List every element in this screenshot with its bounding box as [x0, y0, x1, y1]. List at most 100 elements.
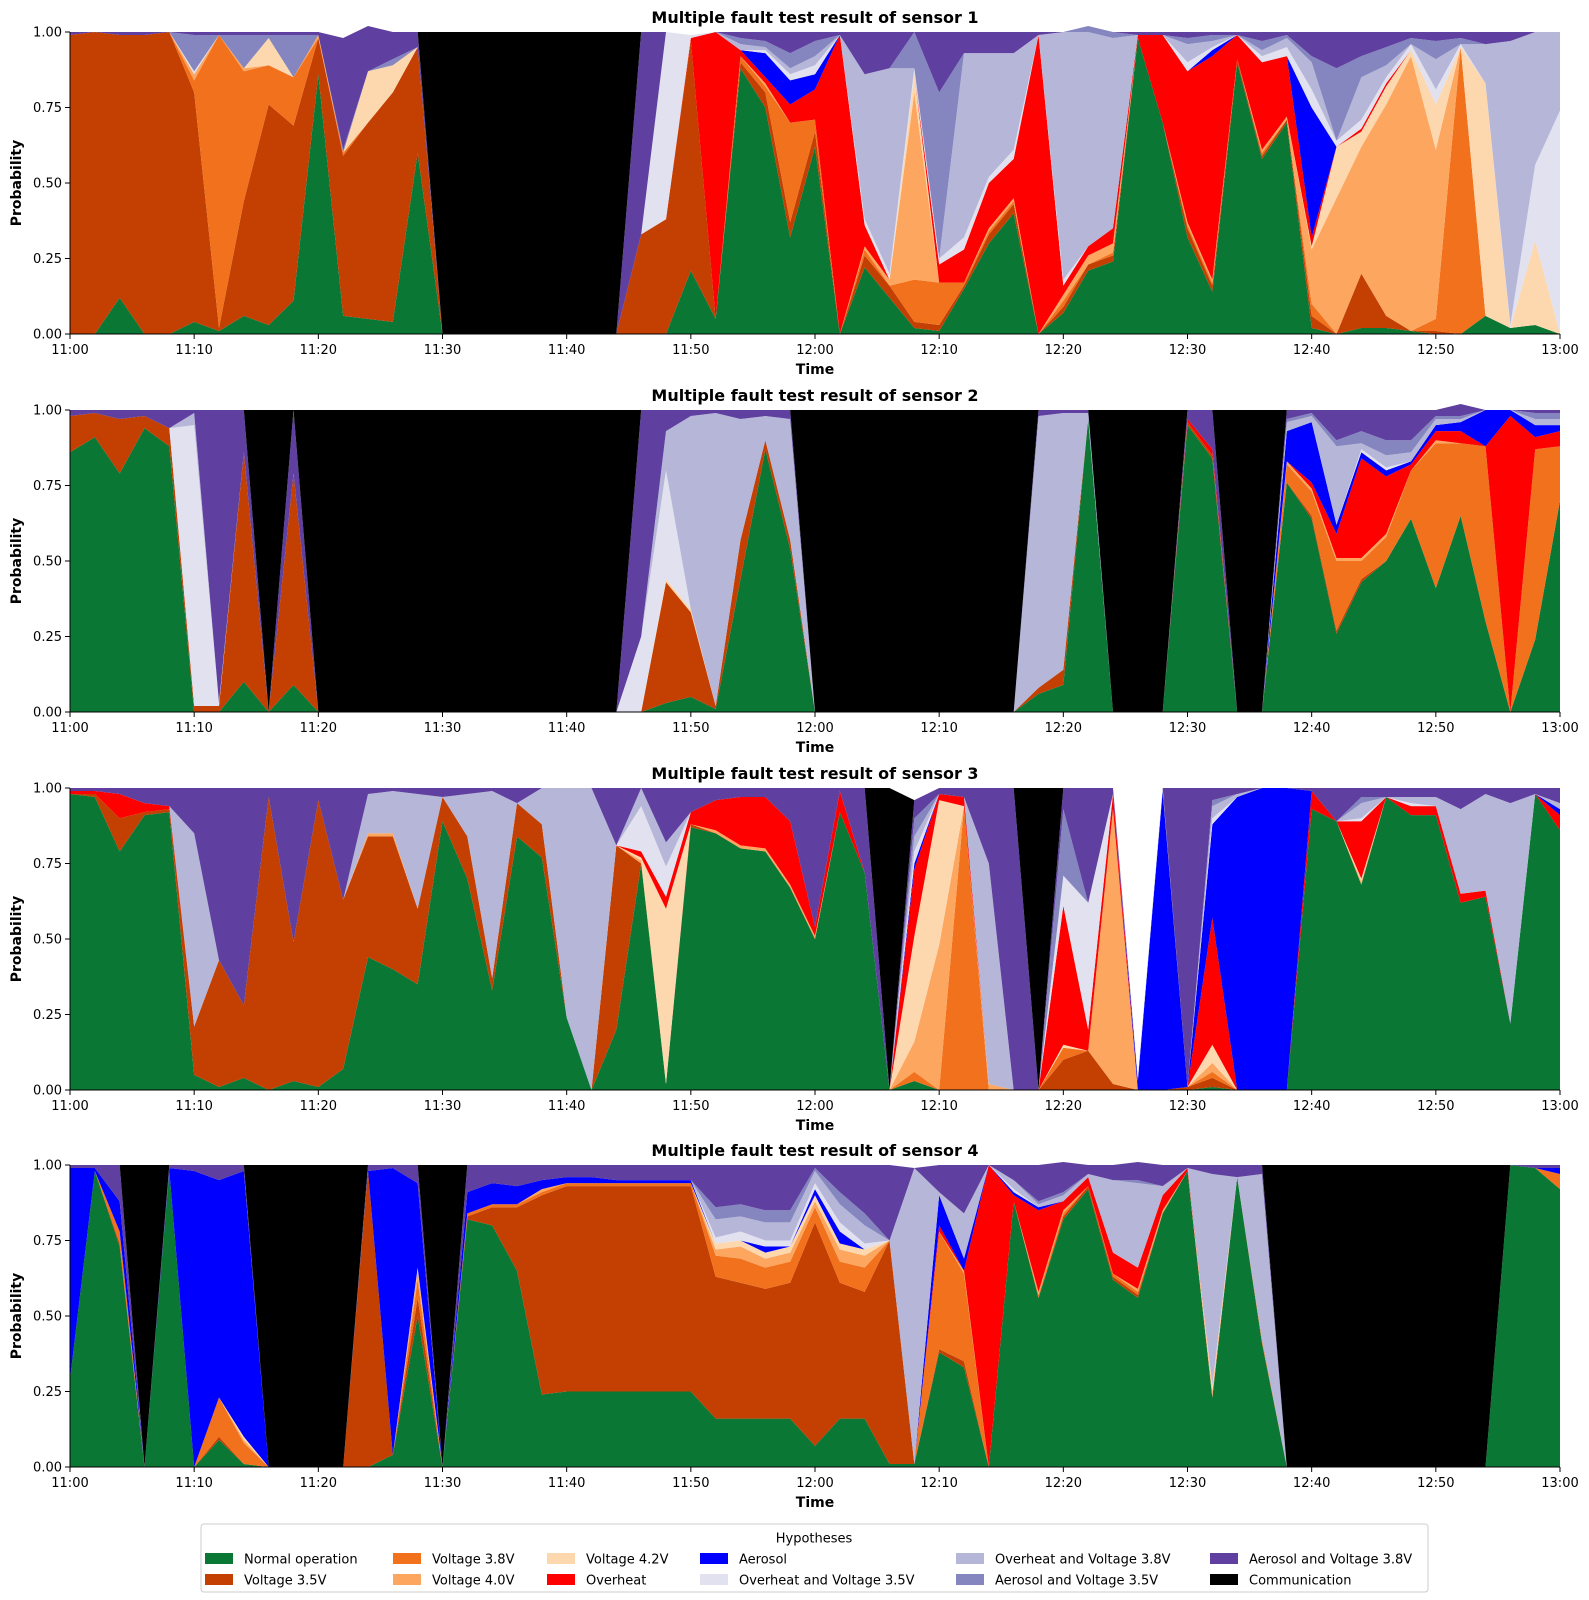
y-tick-label: 0.75: [33, 1234, 62, 1249]
y-tick-label: 0.50: [33, 177, 62, 192]
legend-label: Voltage 4.2V: [586, 1553, 669, 1568]
y-tick-label: 0.50: [33, 1310, 62, 1325]
legend-label: Voltage 3.5V: [244, 1574, 327, 1589]
y-tick-label: 0.00: [33, 328, 62, 343]
legend-swatch: [700, 1553, 728, 1564]
x-tick-label: 12:50: [1417, 343, 1454, 358]
legend-label: Aerosol: [739, 1553, 787, 1568]
x-tick-label: 11:40: [548, 721, 585, 736]
x-tick-label: 13:00: [1541, 1476, 1578, 1491]
x-tick-label: 12:30: [1169, 1476, 1206, 1491]
legend-item-normal-operation: Normal operation: [205, 1553, 358, 1568]
y-tick-label: 0.50: [33, 933, 62, 948]
x-tick-label: 12:00: [796, 721, 833, 736]
x-tick-label: 12:40: [1293, 1099, 1330, 1114]
area-overheat-and-voltage-3-8v: [70, 1165, 1560, 1467]
area-voltage-3-8v: [70, 32, 1560, 334]
x-tick-label: 11:20: [300, 1476, 337, 1491]
area-voltage-3-5v: [70, 794, 1560, 1090]
x-tick-label: 12:20: [1045, 1099, 1082, 1114]
legend-label: Voltage 3.8V: [432, 1553, 515, 1568]
legend-swatch: [547, 1553, 575, 1564]
x-tick-label: 12:10: [920, 721, 957, 736]
x-tick-label: 12:50: [1417, 1476, 1454, 1491]
area-communication: [70, 1161, 1560, 1467]
area-voltage-3-5v: [70, 32, 1560, 334]
legend-item-voltage-3-8v: Voltage 3.8V: [393, 1553, 515, 1568]
y-tick-label: 0.00: [33, 706, 62, 721]
x-tick-label: 12:10: [920, 1476, 957, 1491]
area-voltage-3-8v: [70, 1165, 1560, 1467]
y-tick-label: 0.25: [33, 630, 62, 645]
legend-item-voltage-4-2v: Voltage 4.2V: [547, 1553, 669, 1568]
x-tick-label: 11:30: [424, 343, 461, 358]
area-aerosol: [70, 788, 1560, 1090]
y-tick-label: 1.00: [33, 26, 62, 41]
legend-item-communication: Communication: [1210, 1574, 1351, 1589]
y-axis-label: Probability: [9, 896, 25, 983]
y-axis-label: Probability: [9, 518, 25, 605]
area-normal-operation: [70, 419, 1560, 712]
legend-item-voltage-3-5v: Voltage 3.5V: [205, 1574, 327, 1589]
x-tick-label: 12:20: [1045, 343, 1082, 358]
x-tick-label: 11:40: [548, 1099, 585, 1114]
x-tick-label: 11:50: [672, 721, 709, 736]
x-tick-label: 11:10: [175, 1476, 212, 1491]
legend-label: Aerosol and Voltage 3.5V: [995, 1574, 1158, 1589]
x-tick-label: 11:00: [51, 721, 88, 736]
y-tick-label: 0.75: [33, 479, 62, 494]
legend-label: Overheat and Voltage 3.5V: [739, 1574, 915, 1589]
chart-panels: 11:00 11:10 11:20 11:30 11:40 11:50 12:00 12:10…: [9, 8, 1579, 1511]
legend-swatch: [1210, 1553, 1238, 1564]
x-tick-label: 11:30: [424, 1476, 461, 1491]
area-aerosol-and-voltage-3-8v: [70, 788, 1560, 1090]
area-normal-operation: [70, 794, 1560, 1090]
area-overheat: [70, 32, 1560, 334]
x-tick-label: 12:10: [920, 1099, 957, 1114]
legend-item-overheat-and-voltage-3-5v: Overheat and Voltage 3.5V: [700, 1574, 915, 1589]
x-axis-label: Time: [796, 1495, 834, 1511]
area-normal-operation: [70, 1165, 1560, 1467]
legend-label: Aerosol and Voltage 3.8V: [1249, 1553, 1412, 1568]
x-tick-label: 11:00: [51, 1099, 88, 1114]
y-tick-label: 1.00: [33, 1159, 62, 1174]
area-aerosol-and-voltage-3-8v: [70, 403, 1560, 712]
area-communication: [70, 25, 1560, 335]
area-normal-operation: [70, 38, 1560, 334]
x-tick-label: 11:20: [300, 343, 337, 358]
x-tick-label: 11:20: [300, 1099, 337, 1114]
legend-frame: [200, 1523, 1429, 1593]
legend-label: Normal operation: [244, 1553, 358, 1568]
legend-label: Communication: [1249, 1574, 1351, 1589]
x-tick-label: 11:30: [424, 721, 461, 736]
y-tick-label: 0.00: [33, 1084, 62, 1099]
chart-panel-4: 11:00 11:10 11:20 11:30 11:40 11:50 12:00 12:10…: [9, 1141, 1579, 1511]
x-tick-label: 12:00: [796, 343, 833, 358]
area-aerosol: [70, 1165, 1560, 1467]
y-tick-label: 0.00: [33, 1461, 62, 1476]
legend-title: Hypotheses: [776, 1532, 853, 1547]
x-tick-label: 11:00: [51, 343, 88, 358]
legend-label: Overheat: [586, 1574, 646, 1589]
x-tick-label: 11:20: [300, 721, 337, 736]
x-tick-label: 12:50: [1417, 1099, 1454, 1114]
x-tick-label: 12:10: [920, 343, 957, 358]
y-tick-label: 0.75: [33, 857, 62, 872]
y-tick-label: 0.50: [33, 555, 62, 570]
x-tick-label: 11:50: [672, 1476, 709, 1491]
legend-swatch: [956, 1553, 984, 1564]
chart-title: Multiple fault test result of sensor 2: [651, 386, 978, 405]
y-tick-label: 0.75: [33, 101, 62, 116]
area-communication: [70, 403, 1560, 712]
y-tick-label: 0.25: [33, 252, 62, 267]
x-tick-label: 11:10: [175, 1099, 212, 1114]
legend-item-overheat-and-voltage-3-8v: Overheat and Voltage 3.8V: [956, 1553, 1171, 1568]
y-tick-label: 0.25: [33, 1008, 62, 1023]
x-tick-label: 11:00: [51, 1476, 88, 1491]
legend: Hypotheses Normal operation Voltage 3.5V V…: [200, 1523, 1429, 1593]
legend-item-overheat: Overheat: [547, 1574, 646, 1589]
x-tick-label: 12:40: [1293, 721, 1330, 736]
x-tick-label: 12:30: [1169, 343, 1206, 358]
x-axis-label: Time: [796, 1118, 834, 1134]
legend-swatch: [393, 1574, 421, 1585]
